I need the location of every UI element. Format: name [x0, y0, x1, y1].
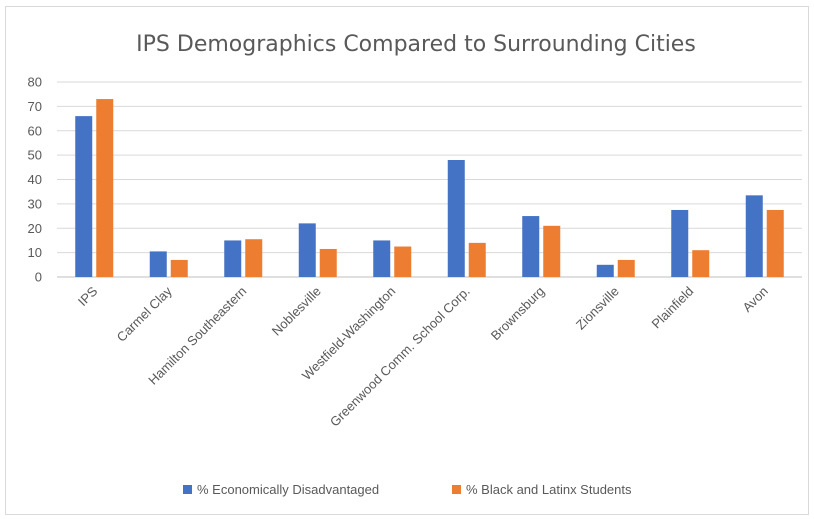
bar-black-latinx: [245, 239, 263, 277]
bar-economically-disadvantaged: [75, 116, 93, 277]
y-tick-label: 70: [28, 99, 42, 114]
x-category-label: Plainfield: [648, 284, 696, 332]
x-category-label: Zionsville: [573, 284, 622, 333]
y-tick-label: 30: [28, 196, 42, 211]
bar-black-latinx: [543, 225, 561, 277]
y-tick-label: 10: [28, 245, 42, 260]
bar-economically-disadvantaged: [224, 240, 242, 277]
bar-economically-disadvantaged: [373, 240, 391, 277]
y-tick-label: 40: [28, 172, 42, 187]
bar-black-latinx: [617, 259, 635, 277]
bar-economically-disadvantaged: [149, 251, 167, 277]
x-category-label: Brownsburg: [488, 284, 548, 344]
legend-swatch: [183, 485, 192, 494]
bar-black-latinx: [394, 246, 412, 277]
bar-black-latinx: [319, 248, 337, 277]
bar-economically-disadvantaged: [522, 216, 540, 277]
legend-label: % Economically Disadvantaged: [197, 482, 379, 497]
legend: % Economically Disadvantaged % Black and …: [183, 482, 632, 497]
x-category-label: Noblesville: [269, 284, 324, 339]
bars: [75, 99, 784, 277]
bar-black-latinx: [692, 250, 710, 277]
bar-black-latinx: [170, 259, 188, 277]
y-tick-label: 60: [28, 123, 42, 138]
gridlines: [57, 81, 802, 278]
bar-economically-disadvantaged: [671, 209, 689, 277]
x-category-label: IPS: [75, 283, 101, 309]
x-category-label: Avon: [739, 284, 770, 315]
x-category-label: Carmel Clay: [114, 283, 176, 345]
bar-black-latinx: [96, 99, 114, 277]
y-axis-ticks: 0 10 20 30 40 50 60 70 80: [28, 75, 42, 285]
bar-black-latinx: [766, 209, 784, 277]
y-tick-label: 0: [35, 270, 42, 285]
bar-economically-disadvantaged: [298, 223, 316, 277]
bar-economically-disadvantaged: [745, 195, 763, 277]
chart-title: IPS Demographics Compared to Surrounding…: [136, 32, 696, 57]
legend-label: % Black and Latinx Students: [466, 482, 632, 497]
y-tick-label: 20: [28, 221, 42, 236]
bar-black-latinx: [468, 242, 486, 277]
y-tick-label: 50: [28, 148, 42, 163]
x-category-label: Greenwood Comm. School Corp.: [327, 284, 473, 430]
legend-swatch: [452, 485, 461, 494]
y-tick-label: 80: [28, 75, 42, 90]
bar-economically-disadvantaged: [596, 264, 614, 277]
bar-economically-disadvantaged: [447, 160, 465, 277]
